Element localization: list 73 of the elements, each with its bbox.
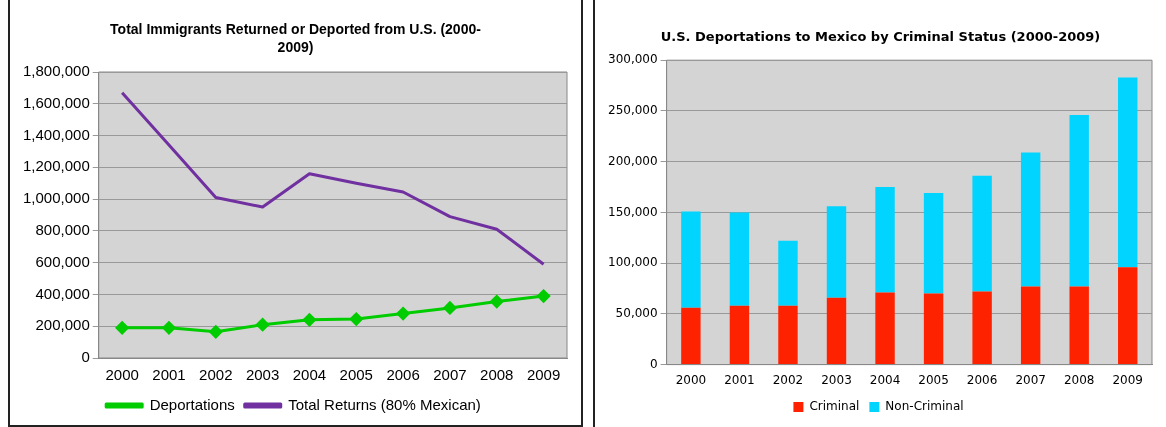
bar [1069,286,1089,365]
bar [923,193,944,294]
bar [923,293,944,365]
y-tick-label: 1,600,000 [23,93,90,111]
legend-label: Total Returns (80% Mexican) [288,395,481,413]
x-tick-label: 2003 [821,372,852,387]
x-tick-label: 2008 [1063,372,1095,387]
x-tick-label: 2001 [152,366,186,384]
point [396,307,410,321]
x-tick-label: 2007 [1015,372,1046,387]
x-tick-label: 2006 [966,372,998,387]
point [302,313,316,327]
x-tick-label: 2009 [1112,372,1143,387]
y-tick-label: 300,000 [608,52,658,67]
x-tick-label: 2008 [480,366,514,384]
bar [778,305,798,365]
point [209,325,223,339]
bar [681,307,701,365]
bar [1069,114,1089,287]
chart-title: U.S. Deportations to Mexico by Criminal Status (2000-2009) [659,28,1102,46]
legend-label: Criminal [809,399,860,414]
y-tick-label: 200,000 [35,316,90,334]
point [349,312,363,326]
x-tick-label: 2004 [292,366,327,384]
x-tick-label: 2006 [386,366,420,384]
y-tick-label: 250,000 [608,103,658,118]
legend-label: Non-Criminal [885,399,964,414]
x-tick-label: 2009 [526,366,561,384]
bar [972,175,992,292]
point [443,301,457,315]
y-tick-label: 0 [649,356,658,371]
bar [1118,267,1138,365]
y-tick-label: 200,000 [608,153,658,168]
x-tick-label: 2005 [918,372,949,387]
bar [826,206,847,298]
bar [681,211,701,308]
bar [1020,286,1041,365]
legend-label: Deportations [149,395,235,413]
bar [826,297,847,365]
bar [778,240,798,306]
x-tick-label: 2005 [339,366,373,384]
bar [729,305,750,365]
chart-title: Total Immigrants Returned or Deported from U.S. (2000-2009) [109,20,482,57]
y-tick-label: 50,000 [615,305,658,320]
x-tick-label: 2000 [675,372,707,387]
x-tick-label: 2001 [724,372,755,387]
point [115,321,129,335]
bar [729,212,750,306]
bar [1118,77,1138,268]
bar [1020,152,1041,287]
point [537,289,551,303]
x-tick-label: 2002 [772,372,804,387]
y-tick-label: 150,000 [608,204,658,219]
x-tick-label: 2007 [433,366,467,384]
x-tick-label: 2003 [245,366,280,384]
y-tick-label: 800,000 [35,221,90,239]
point [490,295,504,309]
bar [875,292,895,365]
point [162,321,176,335]
y-tick-label: 1,000,000 [23,189,90,207]
bar [972,291,992,365]
x-tick-label: 2002 [199,366,233,384]
y-tick-label: 400,000 [35,284,90,302]
x-tick-label: 2000 [105,366,139,384]
y-tick-label: 1,400,000 [23,125,90,143]
x-tick-label: 2004 [869,372,901,387]
y-tick-label: 0 [81,348,90,366]
y-tick-label: 1,800,000 [23,62,90,80]
y-tick-label: 100,000 [608,255,658,270]
bar [875,187,895,293]
y-tick-label: 600,000 [35,252,90,270]
point [256,318,270,332]
y-tick-label: 1,200,000 [23,157,90,175]
